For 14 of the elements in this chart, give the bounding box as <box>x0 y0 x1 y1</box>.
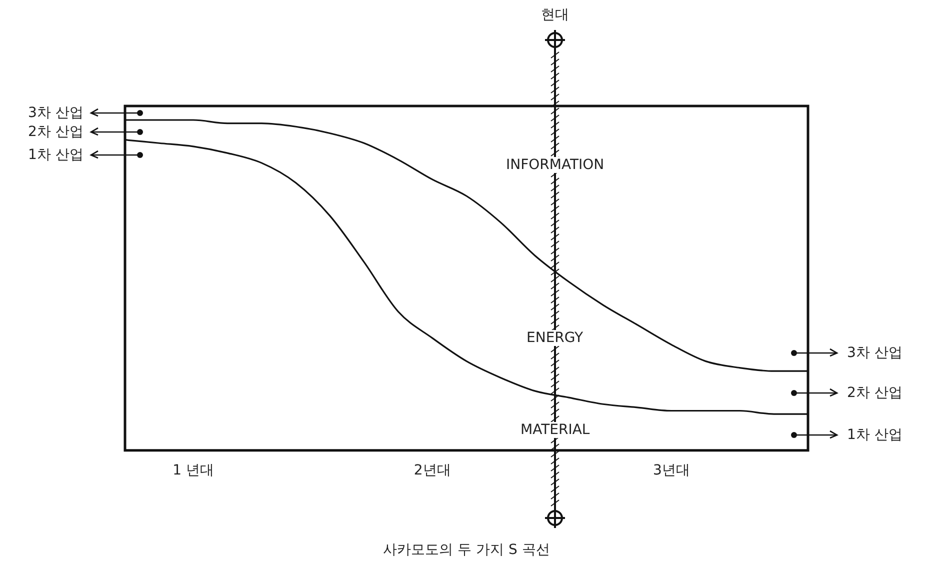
text: 2차 산업 <box>845 385 904 401</box>
x-tick-label: 3년대 <box>652 462 690 478</box>
annotation: MATERIAL <box>518 422 592 438</box>
text: 3차 산업 <box>26 105 86 121</box>
text: 1차 산업 <box>26 147 86 163</box>
x-tick-label: 1 년대 <box>172 462 214 478</box>
text: 사카모도의 두 가지 S 곡선 <box>383 542 550 558</box>
annotation: INFORMATION <box>504 157 606 173</box>
text: 1차 산업 <box>845 427 904 443</box>
text: 현대 <box>539 7 571 23</box>
text: 3차 산업 <box>845 345 904 361</box>
x-tick-label: 2년대 <box>414 462 451 478</box>
annotation: ENERGY <box>524 330 586 346</box>
text: 2차 산업 <box>26 124 86 140</box>
